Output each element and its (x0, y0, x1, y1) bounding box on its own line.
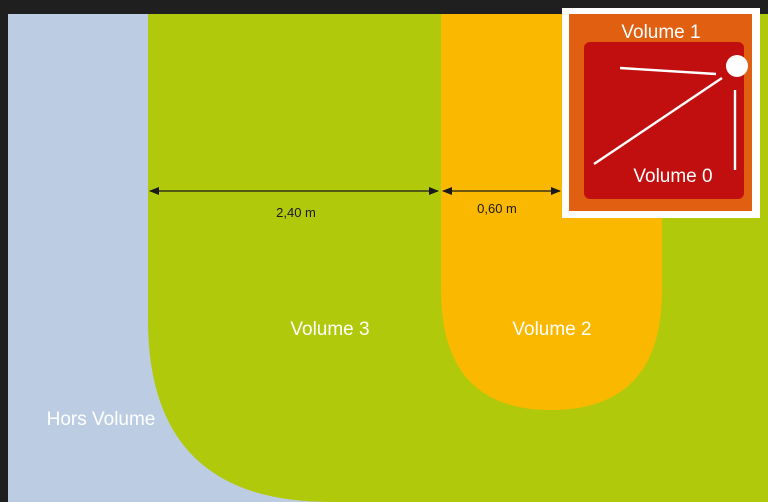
volume-3-label: Volume 3 (290, 319, 369, 340)
volume-2-label: Volume 2 (512, 319, 591, 340)
volume-1-label: Volume 1 (621, 22, 700, 43)
hors-volume-label: Hors Volume (47, 409, 156, 430)
volume-0-zone (584, 42, 744, 199)
dimension-label-volume-2: 0,60 m (477, 201, 517, 216)
shower-head-icon (726, 55, 748, 77)
volume-0-label: Volume 0 (633, 166, 712, 187)
shower-line-diagonal (593, 77, 723, 165)
shower-line-top (619, 66, 717, 76)
dimension-label-volume-3: 2,40 m (276, 205, 316, 220)
